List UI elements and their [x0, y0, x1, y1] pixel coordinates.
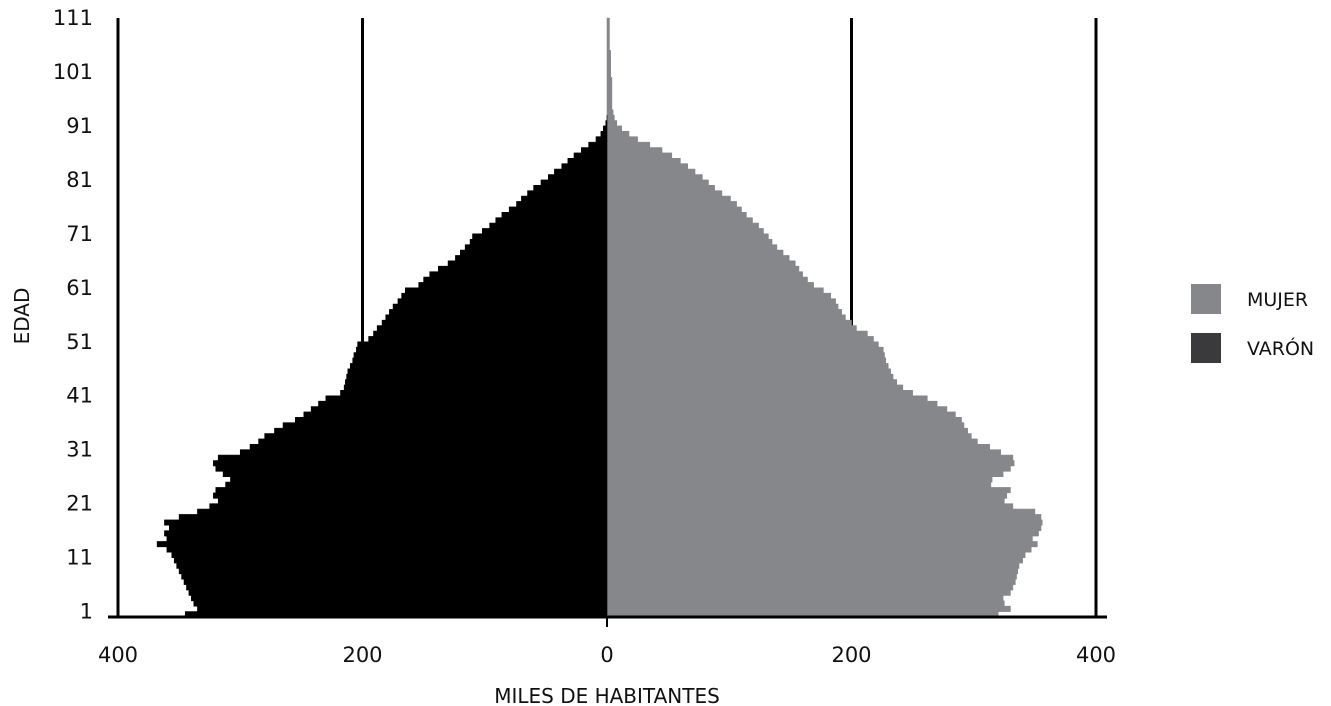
- series-areas: [156, 17, 1043, 618]
- x-tick-label: 0: [600, 643, 613, 667]
- axes: [108, 615, 1107, 627]
- y-tick-label: 101: [53, 60, 93, 84]
- y-tick-label: 81: [66, 168, 93, 192]
- y-tick-label: 1: [80, 600, 93, 624]
- x-tick-label: 400: [1076, 643, 1116, 667]
- x-tick-label: 400: [98, 643, 138, 667]
- legend: MUJER VARÓN: [1191, 284, 1314, 363]
- x-axis-title: MILES DE HABITANTES: [494, 684, 720, 706]
- y-axis-title: EDAD: [10, 288, 34, 345]
- y-tick-label: 51: [66, 330, 93, 354]
- legend-label-mujer: MUJER: [1247, 289, 1308, 311]
- y-tick-label: 111: [53, 6, 93, 30]
- legend-swatch-mujer: [1191, 284, 1221, 314]
- legend-swatch-varon: [1191, 333, 1221, 363]
- x-tick-labels: 400 200 0 200 400: [98, 643, 1116, 667]
- x-tick-label: 200: [831, 643, 871, 667]
- y-tick-label: 11: [66, 546, 93, 570]
- y-tick-labels: 1 11 21 31 41 51 61 71 81 91 101 111: [53, 6, 93, 624]
- y-tick-label: 61: [66, 276, 93, 300]
- x-tick-label: 200: [342, 643, 382, 667]
- y-tick-label: 71: [66, 222, 93, 246]
- series-area-varon: [156, 114, 608, 618]
- y-tick-label: 41: [66, 384, 93, 408]
- y-tick-label: 21: [66, 492, 93, 516]
- y-tick-label: 91: [66, 114, 93, 138]
- legend-label-varon: VARÓN: [1247, 336, 1314, 360]
- y-tick-label: 31: [66, 438, 93, 462]
- series-area-mujer: [606, 17, 1043, 618]
